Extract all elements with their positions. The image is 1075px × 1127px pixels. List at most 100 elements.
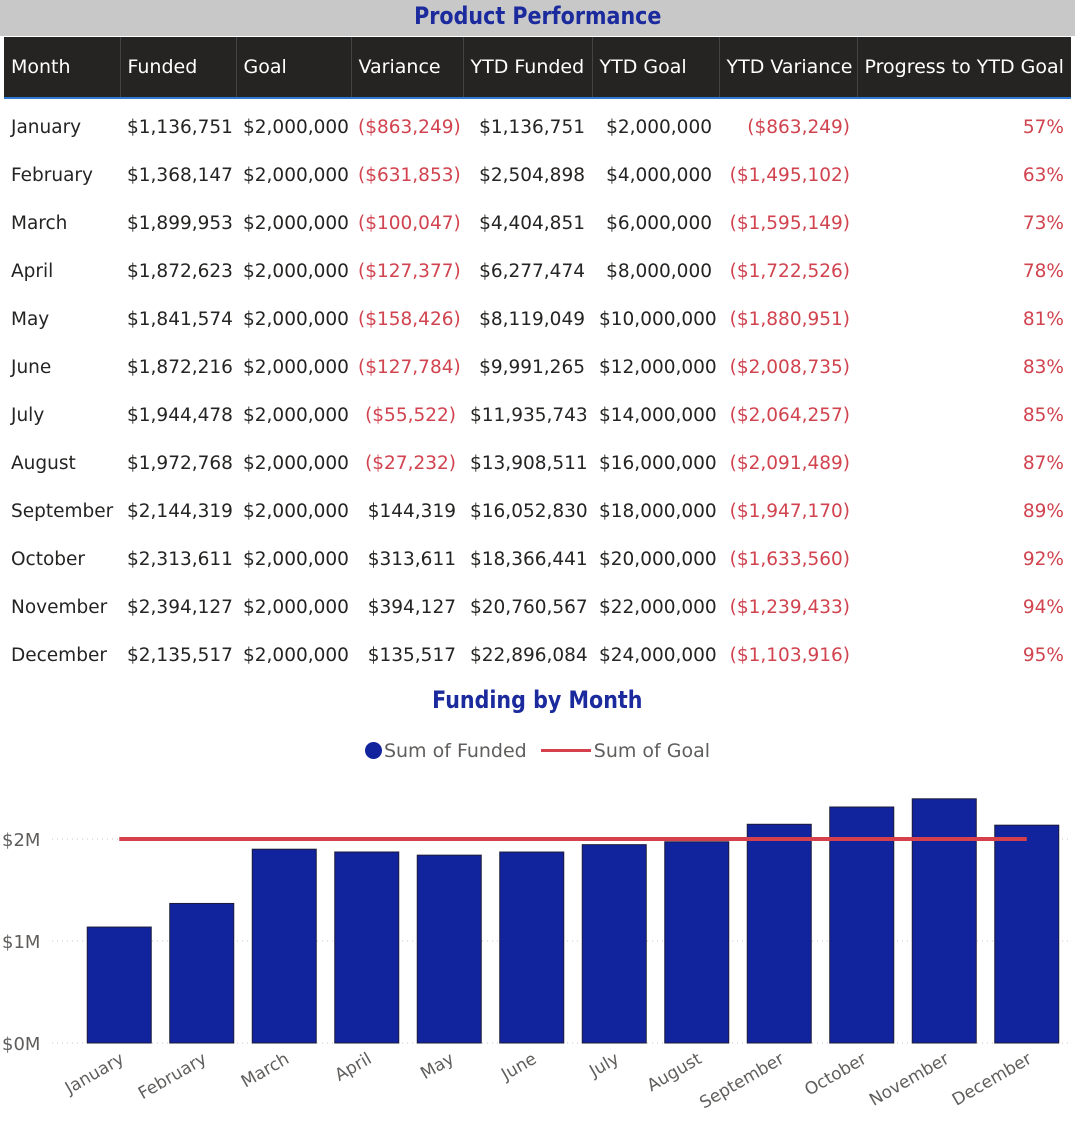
column-header-goal[interactable]: Goal — [235, 37, 351, 99]
cell-progress: 87% — [1022, 452, 1064, 474]
cell-ytd-variance: ($863,249) — [747, 116, 850, 138]
table-row[interactable]: January $1,136,751 $2,000,000 ($863,249) $1,… — [4, 98, 1071, 151]
cell-month: December — [11, 644, 107, 666]
cell-month: January — [11, 116, 82, 138]
table-row[interactable]: June $1,872,216 $2,000,000 ($127,784) $9,991… — [4, 343, 1071, 391]
cell-progress: 63% — [1022, 164, 1064, 186]
bar-june[interactable] — [499, 851, 565, 1044]
cell-funded: $2,135,517 — [127, 644, 233, 666]
cell-ytd-funded: $1,136,751 — [479, 116, 585, 138]
cell-funded: $1,972,768 — [127, 452, 233, 474]
cell-month: March — [11, 212, 68, 234]
cell-ytd-funded: $11,935,743 — [470, 404, 588, 426]
cell-variance: ($631,853) — [358, 164, 461, 186]
table-row[interactable]: March $1,899,953 $2,000,000 ($100,047) $4,40… — [4, 199, 1071, 247]
bar-september[interactable] — [746, 823, 812, 1044]
cell-month: July — [11, 404, 45, 426]
column-header-ytd-funded[interactable]: YTD Funded — [462, 37, 592, 99]
bar-july[interactable] — [581, 844, 647, 1044]
cell-progress: 81% — [1022, 308, 1064, 330]
y-tick-label: $0M — [2, 1034, 40, 1055]
x-tick-label: September — [696, 1049, 787, 1113]
legend-goal-label[interactable]: Sum of Goal — [593, 740, 711, 762]
cell-ytd-variance: ($1,722,526) — [729, 260, 850, 282]
cell-goal: $2,000,000 — [243, 548, 349, 570]
cell-ytd-funded: $22,896,084 — [470, 644, 588, 666]
cell-month: February — [11, 164, 93, 186]
cell-ytd-funded: $4,404,851 — [479, 212, 585, 234]
cell-ytd-variance: ($1,495,102) — [729, 164, 850, 186]
y-tick-label: $2M — [2, 830, 40, 851]
cell-funded: $1,136,751 — [127, 116, 233, 138]
cell-progress: 83% — [1022, 356, 1064, 378]
cell-ytd-goal: $22,000,000 — [599, 596, 717, 618]
cell-variance: ($55,522) — [365, 404, 456, 426]
table-row[interactable]: February $1,368,147 $2,000,000 ($631,853) $2… — [4, 151, 1071, 199]
bar-march[interactable] — [251, 848, 317, 1044]
table-header-row: Month Funded Goal Variance YTD Funded YT… — [4, 37, 1071, 99]
bar-february[interactable] — [169, 902, 235, 1044]
y-tick-label: $1M — [2, 932, 40, 953]
table-row[interactable]: July $1,944,478 $2,000,000 ($55,522) $11,935… — [4, 391, 1071, 439]
table-row[interactable]: April $1,872,623 $2,000,000 ($127,377) $6,27… — [4, 247, 1071, 295]
column-header-ytd-goal[interactable]: YTD Goal — [591, 37, 719, 99]
column-header-variance[interactable]: Variance — [350, 37, 463, 99]
cell-progress: 95% — [1022, 644, 1064, 666]
cell-variance: ($127,784) — [358, 356, 461, 378]
bar-october[interactable] — [829, 806, 895, 1044]
cell-funded: $1,841,574 — [127, 308, 233, 330]
x-tick-label: March — [238, 1049, 293, 1092]
cell-ytd-goal: $2,000,000 — [606, 116, 712, 138]
cell-ytd-goal: $10,000,000 — [599, 308, 717, 330]
column-header-funded[interactable]: Funded — [119, 37, 236, 99]
table-title-bar: Product Performance — [0, 0, 1075, 36]
table-row[interactable]: December $2,135,517 $2,000,000 $135,517 $22,… — [4, 631, 1071, 679]
bar-april[interactable] — [334, 851, 400, 1044]
table-body: January $1,136,751 $2,000,000 ($863,249) $1,… — [4, 98, 1071, 679]
cell-progress: 92% — [1022, 548, 1064, 570]
cell-variance: $313,611 — [367, 548, 456, 570]
cell-goal: $2,000,000 — [243, 212, 349, 234]
x-tick-label: February — [135, 1049, 210, 1104]
legend-funded-label[interactable]: Sum of Funded — [383, 740, 527, 762]
cell-ytd-funded: $6,277,474 — [479, 260, 585, 282]
bar-january[interactable] — [86, 926, 152, 1044]
cell-month: May — [11, 308, 50, 330]
cell-progress: 78% — [1022, 260, 1064, 282]
cell-funded: $2,394,127 — [127, 596, 233, 618]
cell-ytd-funded: $20,760,567 — [470, 596, 588, 618]
cell-progress: 85% — [1022, 404, 1064, 426]
cell-goal: $2,000,000 — [243, 500, 349, 522]
cell-goal: $2,000,000 — [243, 164, 349, 186]
cell-progress: 73% — [1022, 212, 1064, 234]
cell-progress: 94% — [1022, 596, 1064, 618]
cell-ytd-variance: ($2,008,735) — [729, 356, 850, 378]
table-row[interactable]: August $1,972,768 $2,000,000 ($27,232) $13,9… — [4, 439, 1071, 487]
table-row[interactable]: November $2,394,127 $2,000,000 $394,127 $20,… — [4, 583, 1071, 631]
cell-variance: $144,319 — [367, 500, 456, 522]
bar-december[interactable] — [994, 824, 1060, 1044]
cell-ytd-funded: $9,991,265 — [479, 356, 585, 378]
x-tick-label: November — [866, 1049, 953, 1111]
cell-goal: $2,000,000 — [243, 596, 349, 618]
bar-may[interactable] — [416, 854, 482, 1044]
cell-ytd-funded: $8,119,049 — [479, 308, 585, 330]
bar-november[interactable] — [911, 798, 977, 1044]
cell-month: June — [11, 356, 52, 378]
column-header-ytd-variance[interactable]: YTD Variance — [718, 37, 857, 99]
cell-ytd-variance: ($1,103,916) — [729, 644, 850, 666]
table-row[interactable]: May $1,841,574 $2,000,000 ($158,426) $8,119,… — [4, 295, 1071, 343]
cell-funded: $1,872,623 — [127, 260, 233, 282]
table-row[interactable]: October $2,313,611 $2,000,000 $313,611 $18,3… — [4, 535, 1071, 583]
cell-ytd-goal: $18,000,000 — [599, 500, 717, 522]
legend-funded-marker — [364, 742, 382, 759]
cell-ytd-goal: $16,000,000 — [599, 452, 717, 474]
column-header-progress[interactable]: Progress to YTD Goal — [856, 37, 1071, 99]
chart-legend: Sum of Funded Sum of Goal — [0, 740, 1075, 762]
column-header-month[interactable]: Month — [4, 37, 120, 99]
table-row[interactable]: September $2,144,319 $2,000,000 $144,319 $16… — [4, 487, 1071, 535]
cell-goal: $2,000,000 — [243, 116, 349, 138]
x-tick-label: June — [497, 1049, 540, 1085]
bar-august[interactable] — [664, 841, 730, 1044]
cell-progress: 89% — [1022, 500, 1064, 522]
